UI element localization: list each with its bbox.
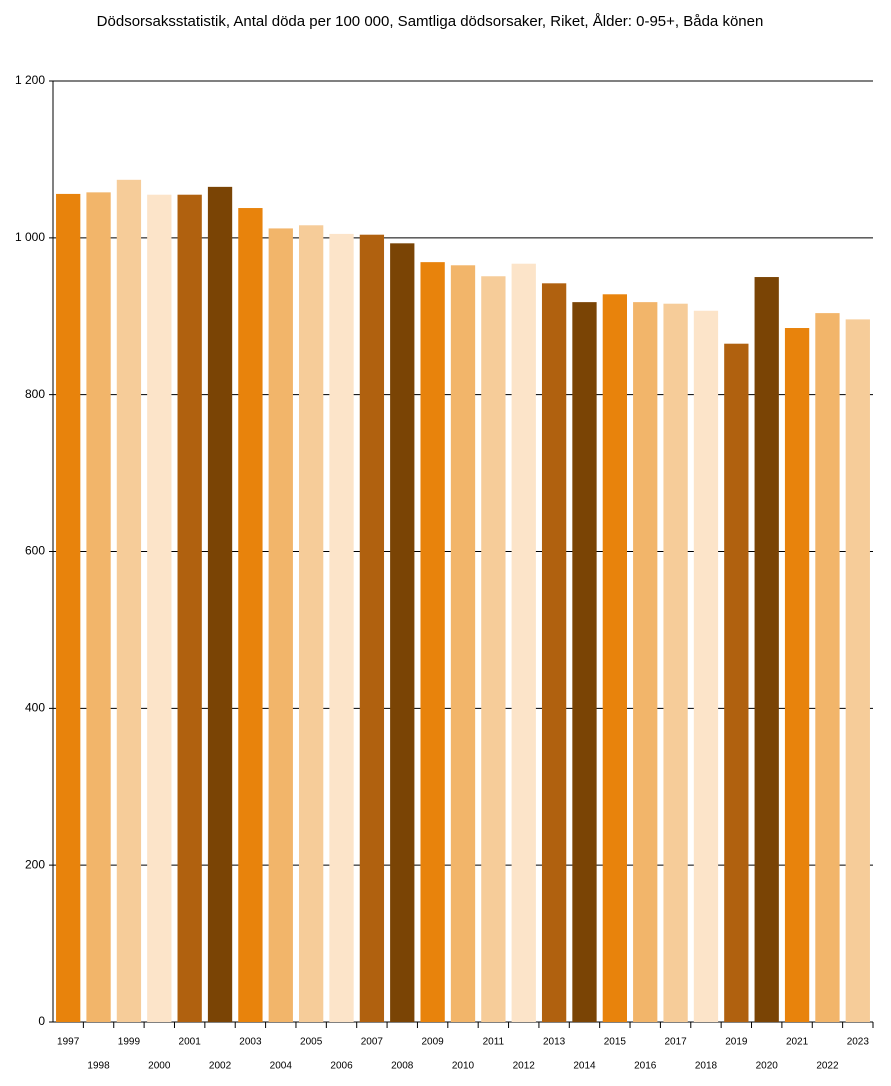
bar	[147, 194, 172, 1022]
x-tick-label: 2010	[452, 1061, 475, 1072]
bar	[116, 179, 142, 1022]
bar	[420, 262, 445, 1023]
bar	[359, 234, 385, 1023]
bar	[268, 228, 293, 1022]
y-tick-label: 600	[25, 544, 45, 558]
bar	[390, 243, 415, 1022]
x-tick-label: 2021	[786, 1037, 809, 1048]
x-tick-label: 2012	[513, 1061, 536, 1072]
bar	[693, 310, 719, 1022]
x-tick-label: 2000	[148, 1061, 171, 1072]
bar	[450, 265, 476, 1022]
x-tick-label: 2016	[634, 1061, 657, 1072]
x-tick-label: 2008	[391, 1061, 414, 1072]
bar	[572, 302, 597, 1022]
x-tick-label: 2011	[483, 1037, 505, 1048]
y-tick-label: 1 000	[15, 230, 45, 244]
bar	[299, 225, 324, 1022]
x-tick-label: 2006	[330, 1061, 353, 1072]
x-tick-label: 2023	[847, 1037, 870, 1048]
x-tick-label: 2018	[695, 1061, 718, 1072]
bar	[177, 194, 202, 1022]
bar	[633, 302, 658, 1022]
y-tick-label: 1 200	[15, 73, 45, 87]
bar	[238, 208, 263, 1022]
bar	[784, 328, 810, 1022]
chart-title: Dödsorsaksstatistik, Antal döda per 100 …	[97, 13, 764, 30]
x-tick-label: 1997	[57, 1037, 80, 1048]
x-tick-label: 2014	[573, 1061, 596, 1072]
x-tick-label: 2013	[543, 1037, 566, 1048]
x-tick-label: 2015	[604, 1037, 627, 1048]
x-tick-label: 1999	[118, 1037, 141, 1048]
bar	[845, 319, 870, 1022]
y-tick-label: 400	[25, 701, 45, 715]
x-tick-label: 2005	[300, 1037, 323, 1048]
bar	[602, 294, 627, 1022]
bar	[754, 277, 779, 1023]
x-tick-label: 2003	[239, 1037, 262, 1048]
x-tick-label: 2019	[725, 1037, 748, 1048]
x-tick-label: 1998	[87, 1061, 110, 1072]
x-tick-label: 2007	[361, 1037, 384, 1048]
x-tick-label: 2017	[664, 1037, 687, 1048]
x-tick-label: 2020	[756, 1061, 779, 1072]
x-tick-label: 2009	[422, 1037, 445, 1048]
bar	[724, 343, 749, 1023]
bar	[329, 233, 354, 1023]
bar	[815, 313, 840, 1022]
x-tick-label: 2022	[816, 1061, 839, 1072]
x-tick-label: 2004	[270, 1061, 293, 1072]
bar	[511, 263, 536, 1023]
bar	[86, 192, 111, 1022]
bar	[541, 283, 567, 1022]
y-tick-label: 800	[25, 387, 45, 401]
x-tick-label: 2002	[209, 1061, 232, 1072]
y-tick-label: 0	[38, 1014, 45, 1028]
bar	[56, 193, 81, 1023]
bar	[481, 276, 506, 1022]
x-tick-label: 2001	[179, 1037, 202, 1048]
y-tick-label: 200	[25, 857, 45, 871]
bar	[663, 303, 688, 1022]
bar	[207, 186, 233, 1023]
